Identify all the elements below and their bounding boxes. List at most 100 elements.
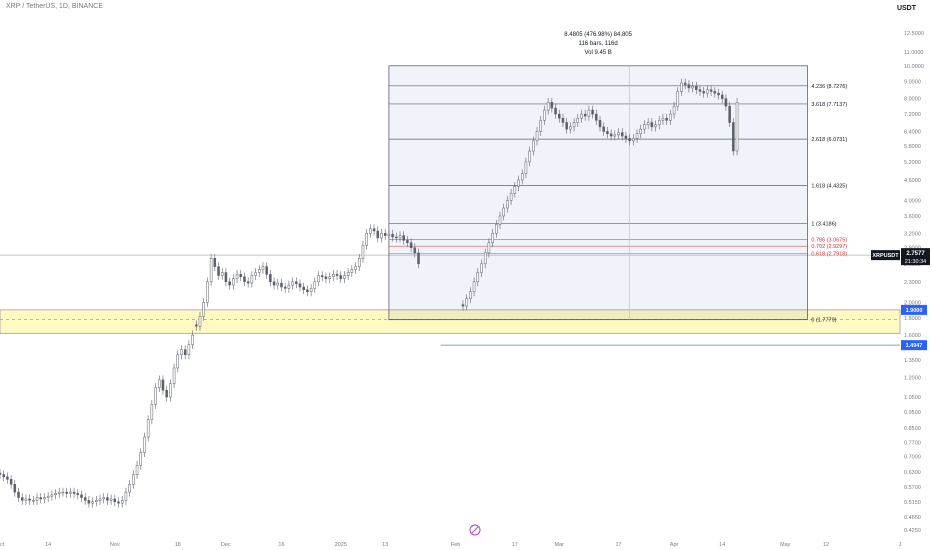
candle-body xyxy=(354,266,357,270)
candle-body xyxy=(91,501,94,504)
candle-body xyxy=(346,272,350,276)
candle-body xyxy=(361,244,365,259)
candle-body xyxy=(228,281,231,286)
candle-body xyxy=(561,117,565,123)
candle-body xyxy=(206,281,209,303)
candle-body xyxy=(632,138,635,142)
x-tick-label: 13 xyxy=(382,542,388,548)
candle-body xyxy=(113,498,117,503)
candle-body xyxy=(391,233,394,238)
candle-body xyxy=(595,113,598,121)
candle-body xyxy=(280,282,283,288)
candle-body xyxy=(61,491,65,494)
candle-body xyxy=(246,281,250,284)
candle-body xyxy=(728,105,731,123)
candle-body xyxy=(657,120,661,125)
candle-body xyxy=(95,500,98,503)
candle-body xyxy=(380,233,383,239)
candle-body xyxy=(643,124,646,130)
candle-body xyxy=(80,494,83,498)
y-tick-label: 6.4000 xyxy=(904,129,921,135)
candle-body xyxy=(517,179,520,187)
y-tick-label: 0.5700 xyxy=(904,485,921,491)
x-tick-label: Apr xyxy=(670,542,679,548)
candle-body xyxy=(87,500,91,504)
y-tick-label: 1.6000 xyxy=(904,333,921,339)
candle-body xyxy=(328,276,331,279)
candle-body xyxy=(150,403,154,420)
x-tick-label: J xyxy=(899,542,902,548)
x-tick-label: 17 xyxy=(615,542,621,548)
candle-body xyxy=(509,193,513,201)
symbol-tag-bg xyxy=(871,250,900,261)
candle-body xyxy=(383,233,387,236)
candle-body xyxy=(387,233,391,236)
candle-body xyxy=(469,291,472,299)
candle-body xyxy=(713,91,717,94)
candle-body xyxy=(539,120,543,132)
candle-body xyxy=(724,98,728,107)
y-tick-label: 1.8000 xyxy=(904,316,921,322)
candle-body xyxy=(109,498,113,501)
y-tick-label: 10.0000 xyxy=(904,64,924,70)
candle-body xyxy=(546,102,550,111)
candle-body xyxy=(461,304,465,307)
candle-body xyxy=(532,140,535,152)
candle-body xyxy=(339,275,343,279)
candle-body xyxy=(565,122,568,130)
candle-body xyxy=(191,334,194,345)
candle-body xyxy=(550,102,554,109)
candle-body xyxy=(283,286,287,289)
candle-body xyxy=(683,82,687,85)
candle-body xyxy=(357,257,361,267)
candle-body xyxy=(139,452,143,466)
y-tick-label: 0.5150 xyxy=(904,500,921,506)
y-tick-label: 0.4250 xyxy=(904,528,921,534)
x-tick-label: 14 xyxy=(719,542,725,548)
candle-body xyxy=(609,133,613,137)
candle-body xyxy=(483,252,487,265)
candle-body xyxy=(402,235,405,241)
y-tick-label: 1.0500 xyxy=(904,395,921,401)
tag-layer: 1.9000 1.4947 XRPUSDT 2.7577 21:30:34 xyxy=(871,248,930,351)
candle-body xyxy=(687,84,691,89)
y-tick-label: 7.2000 xyxy=(904,112,921,118)
candle-body xyxy=(343,275,346,279)
candle-body xyxy=(69,491,72,494)
candle-body xyxy=(276,282,280,286)
candle-body xyxy=(395,236,398,239)
candle-body xyxy=(232,278,235,286)
candle-body xyxy=(524,161,528,174)
candle-body xyxy=(169,383,172,398)
candle-layer xyxy=(0,78,739,508)
x-tick-label: 12 xyxy=(823,542,829,548)
candle-body xyxy=(587,109,591,117)
fib-label-0: 0 (1.7779) xyxy=(811,318,836,324)
y-tick-label: 8.0000 xyxy=(904,97,921,103)
candle-body xyxy=(576,117,580,123)
candle-body xyxy=(495,224,498,234)
candle-body xyxy=(161,379,165,391)
candle-body xyxy=(480,263,483,273)
candle-body xyxy=(298,283,302,288)
candle-body xyxy=(54,493,57,496)
fib-label-1.618: 1.618 (4.4325) xyxy=(811,183,847,189)
candle-body xyxy=(591,109,594,115)
candle-body xyxy=(257,269,261,273)
candle-body xyxy=(250,275,254,284)
candle-body xyxy=(528,150,531,163)
y-tick-label: 0.6300 xyxy=(904,470,921,476)
candle-body xyxy=(665,117,668,121)
candle-body xyxy=(57,491,61,494)
candle-body xyxy=(498,215,502,225)
candle-body xyxy=(176,354,180,369)
candle-body xyxy=(102,497,105,500)
currency-label: USDT xyxy=(896,5,916,12)
countdown-tag: 21:30:34 xyxy=(905,259,926,265)
candle-body xyxy=(0,472,2,475)
candle-body xyxy=(309,288,313,292)
candle-body xyxy=(120,500,124,504)
candle-body xyxy=(350,269,354,273)
candle-body xyxy=(620,132,624,137)
